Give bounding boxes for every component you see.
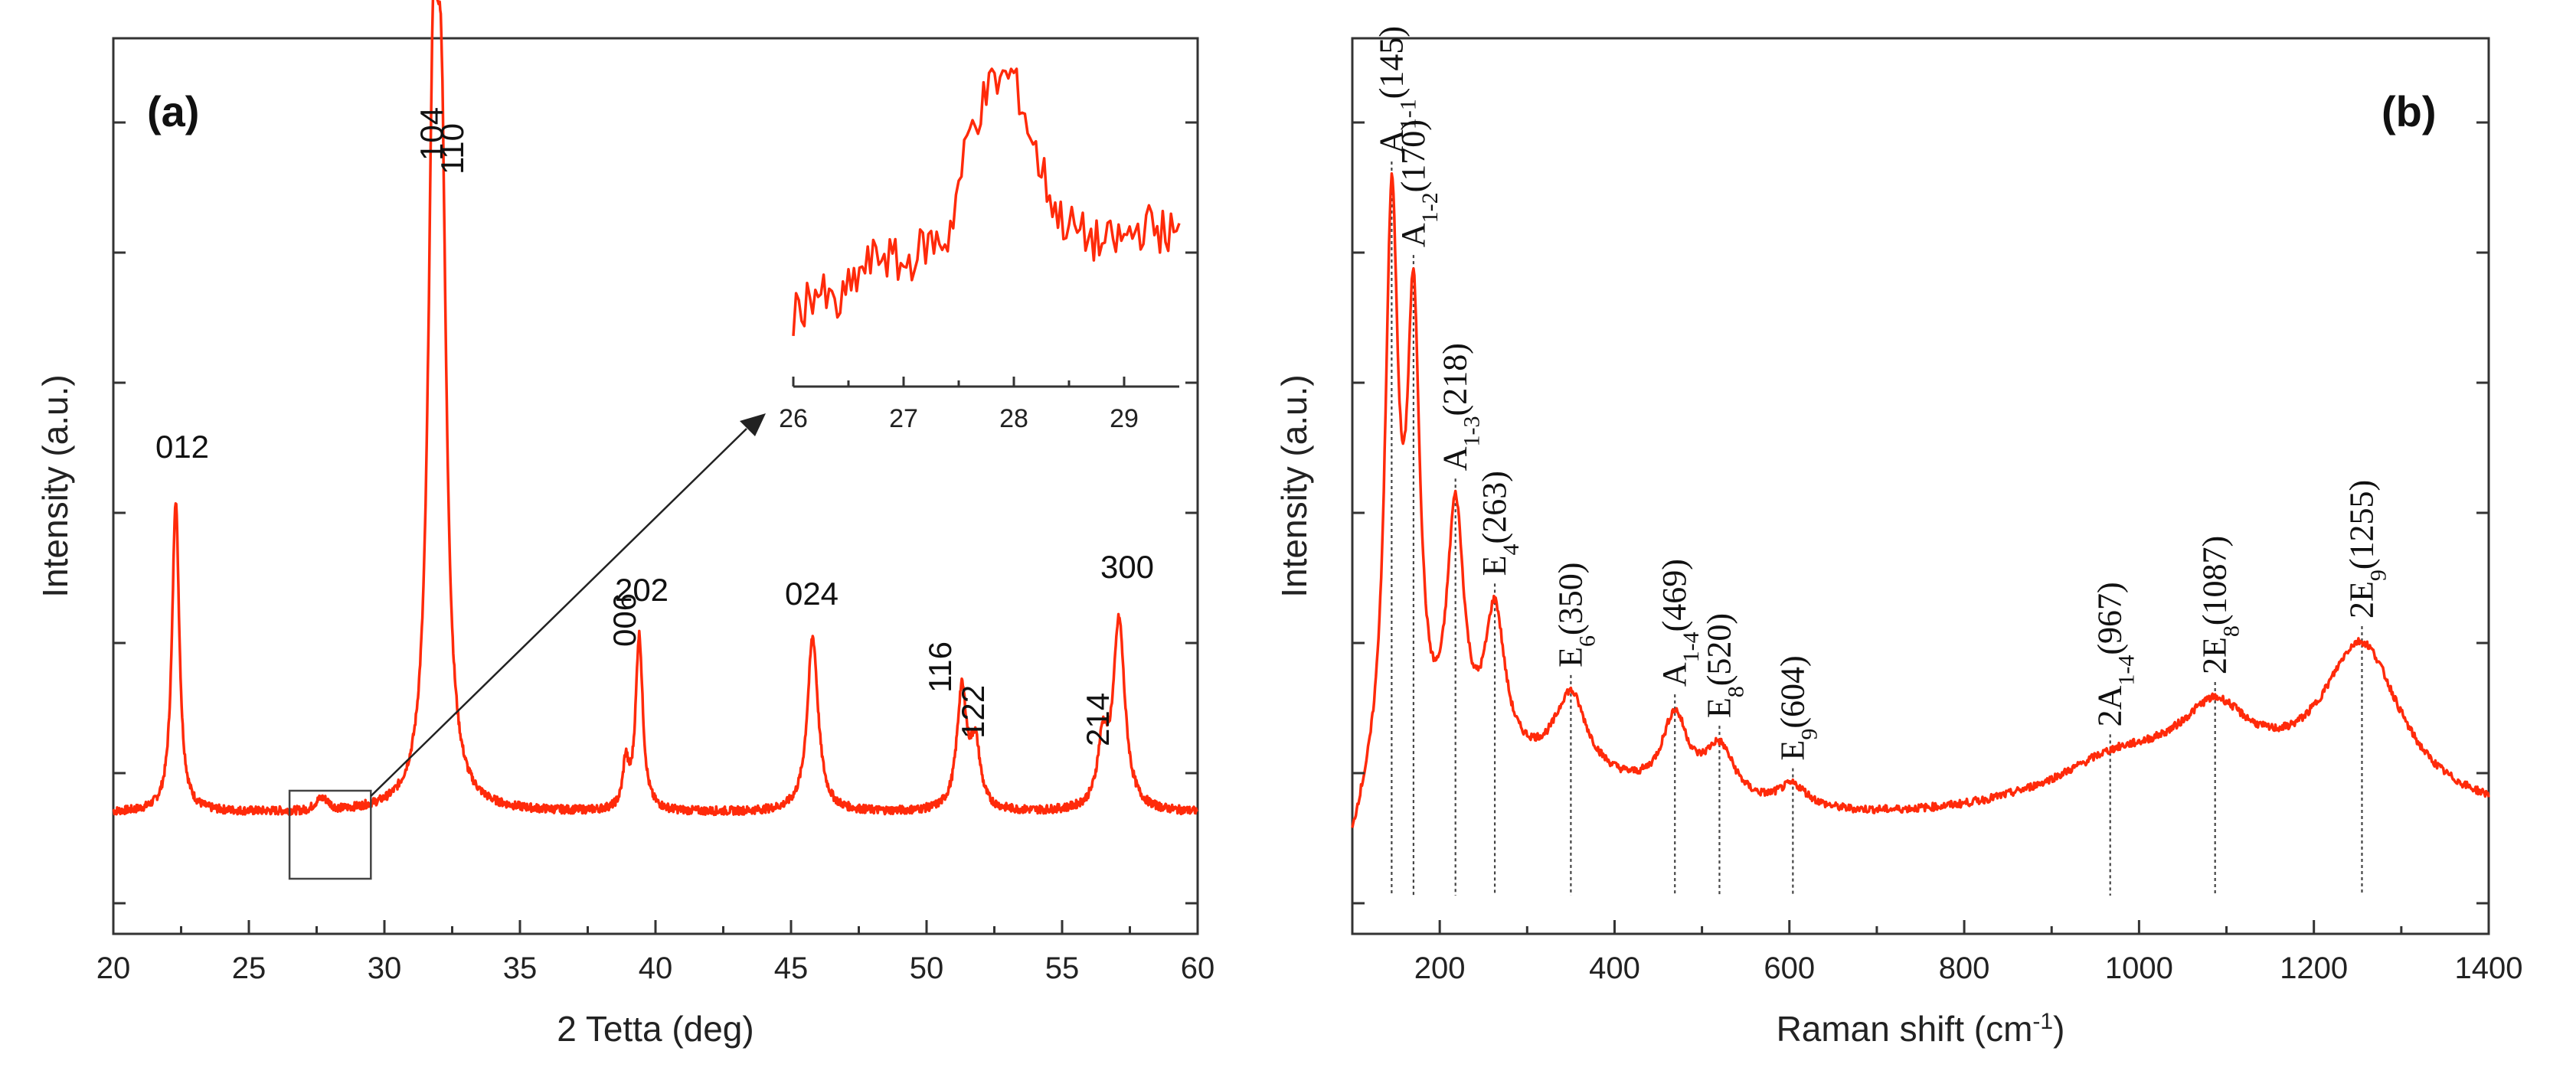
mode-label-value: (350) [1551, 563, 1589, 635]
mode-label-name: E [1773, 740, 1811, 761]
mode-label-name: E [1700, 697, 1737, 718]
panel-a-y-axis-title: Intensity (a.u.) [35, 374, 75, 597]
mode-label-value: (170) [1394, 119, 1432, 192]
inset-zoom-arrowhead [740, 413, 766, 436]
panel-a-peak-label: 024 [785, 576, 839, 612]
mode-label-sub: 9 [1796, 729, 1822, 740]
inset-x-tick-label: 26 [779, 404, 808, 433]
panel-a-x-tick-label: 55 [1045, 951, 1080, 985]
mode-label-value: (604) [1773, 655, 1811, 728]
panel-a-xrd-trace [112, 0, 1198, 817]
inset-zoom-box [288, 789, 372, 880]
inset-trace [792, 67, 1181, 337]
panel-a-peak-label: 300 [1100, 549, 1154, 585]
mode-label-name: A [1394, 223, 1432, 247]
panel-b-mode-label: A1-1(145) [1372, 26, 1420, 154]
panel-a-x-tick-label: 40 [639, 951, 673, 985]
mode-label-name: 2E [2342, 581, 2380, 618]
panel-a-peak-label: 012 [155, 429, 209, 465]
panel-a-x-tick-label: 50 [910, 951, 944, 985]
panel-a-peak-label: 122 [955, 685, 991, 739]
panel-b-y-axis-title: Intensity (a.u.) [1274, 374, 1314, 597]
panel-b-x-tick-label: 800 [1939, 951, 1990, 985]
panel-b-mode-label: 2E9(1255) [2342, 480, 2391, 618]
mode-label-name: E [1551, 647, 1589, 667]
panel-b-x-axis-title: Raman shift (cm-1) [1777, 1009, 2065, 1049]
panel-b-mode-label: E9(604) [1773, 655, 1822, 760]
inset-chart: 26 27 28 29 [779, 67, 1181, 433]
panel-b-x-tick-label: 600 [1764, 951, 1815, 985]
panel-a-peak-label: 104 [414, 107, 449, 161]
panel-a-x-tick-label: 25 [232, 951, 266, 985]
panel-b-x-tick-label: 1000 [2105, 951, 2173, 985]
mode-label-value: (1255) [2342, 480, 2380, 570]
mode-label-sub: 1-1 [1395, 99, 1420, 129]
panel-b-mode-label: 2A1-4(967) [2091, 582, 2140, 726]
panel-b-mode-label: E8(520) [1700, 613, 1748, 718]
panel-a-x-tick-label: 45 [774, 951, 809, 985]
mode-label-sub: 8 [2218, 625, 2244, 637]
mode-label-name: A [1372, 129, 1410, 154]
panel-b-mode-label: E6(350) [1551, 563, 1600, 667]
inset-x-tick-label: 29 [1110, 404, 1139, 433]
mode-label-name: A [1437, 446, 1474, 471]
panel-b-x-tick-label: 400 [1589, 951, 1640, 985]
panel-a-x-tick-label: 30 [368, 951, 402, 985]
mode-label-value: (263) [1476, 471, 1513, 543]
mode-label-value: (1087) [2196, 536, 2234, 625]
mode-label-value: (218) [1437, 343, 1474, 416]
panel-b-mode-label: A1-2(170) [1394, 119, 1443, 247]
panel-b-mode-label: 2E8(1087) [2196, 536, 2244, 674]
panel-b-x-tick-label: 1200 [2280, 951, 2348, 985]
inset-zoom-arrow [370, 428, 747, 797]
panel-a-peak-label: 202 [615, 572, 669, 608]
mode-label-name: A [1656, 662, 1693, 687]
panel-b-mode-label: A1-3(218) [1437, 343, 1485, 471]
mode-label-value: (469) [1656, 559, 1693, 632]
panel-b-x-tick-label: 1400 [2455, 951, 2523, 985]
mode-label-name: 2E [2196, 637, 2234, 674]
panel-a-peak-label: 110 [434, 123, 470, 175]
mode-label-sub: 1-4 [2113, 655, 2139, 686]
mode-label-sub: 1-3 [1459, 416, 1484, 446]
panel-a-x-tick-label: 35 [503, 951, 538, 985]
mode-label-sub: 6 [1574, 635, 1600, 647]
panel-b-raman-trace [1351, 172, 2490, 828]
mode-label-sub: 4 [1499, 543, 1524, 555]
panel-b-raman: 200 400 600 800 1000 1200 1400 A1-1(145)A1-2(1… [1274, 26, 2522, 1049]
panel-a-peak-label: 006 [606, 593, 642, 647]
panel-b-label: (b) [2381, 87, 2437, 135]
mode-label-value: (520) [1700, 613, 1737, 686]
inset-x-tick-label: 27 [889, 404, 918, 433]
panel-a-label: (a) [147, 87, 199, 135]
mode-label-name: E [1476, 555, 1513, 576]
panel-a-peak-label: 116 [922, 641, 958, 693]
mode-label-sub: 9 [2365, 570, 2391, 581]
mode-label-sub: 8 [1723, 686, 1748, 697]
panel-a-x-axis-title: 2 Tetta (deg) [557, 1009, 754, 1049]
panel-b-mode-label: E4(263) [1476, 471, 1524, 576]
inset-x-tick-label: 28 [999, 404, 1028, 433]
panel-a-peak-label: 214 [1080, 693, 1116, 746]
panel-b-frame [1351, 37, 2490, 935]
panel-a-x-tick-label: 20 [96, 951, 131, 985]
mode-label-name: 2A [2091, 685, 2129, 726]
panel-b-x-title-sup: -1 [2032, 1009, 2053, 1034]
panel-b-x-title-end: ) [2053, 1009, 2064, 1049]
mode-label-value: (145) [1372, 26, 1410, 99]
panel-b-x-title-main: Raman shift (cm [1777, 1009, 2033, 1049]
panel-b-mode-label: A1-4(469) [1656, 559, 1704, 687]
mode-label-sub: 1-4 [1679, 632, 1704, 662]
mode-label-value: (967) [2091, 582, 2129, 654]
panel-b-x-tick-label: 200 [1414, 951, 1466, 985]
mode-label-sub: 1-2 [1417, 192, 1442, 223]
panel-a-x-tick-label: 60 [1181, 951, 1215, 985]
